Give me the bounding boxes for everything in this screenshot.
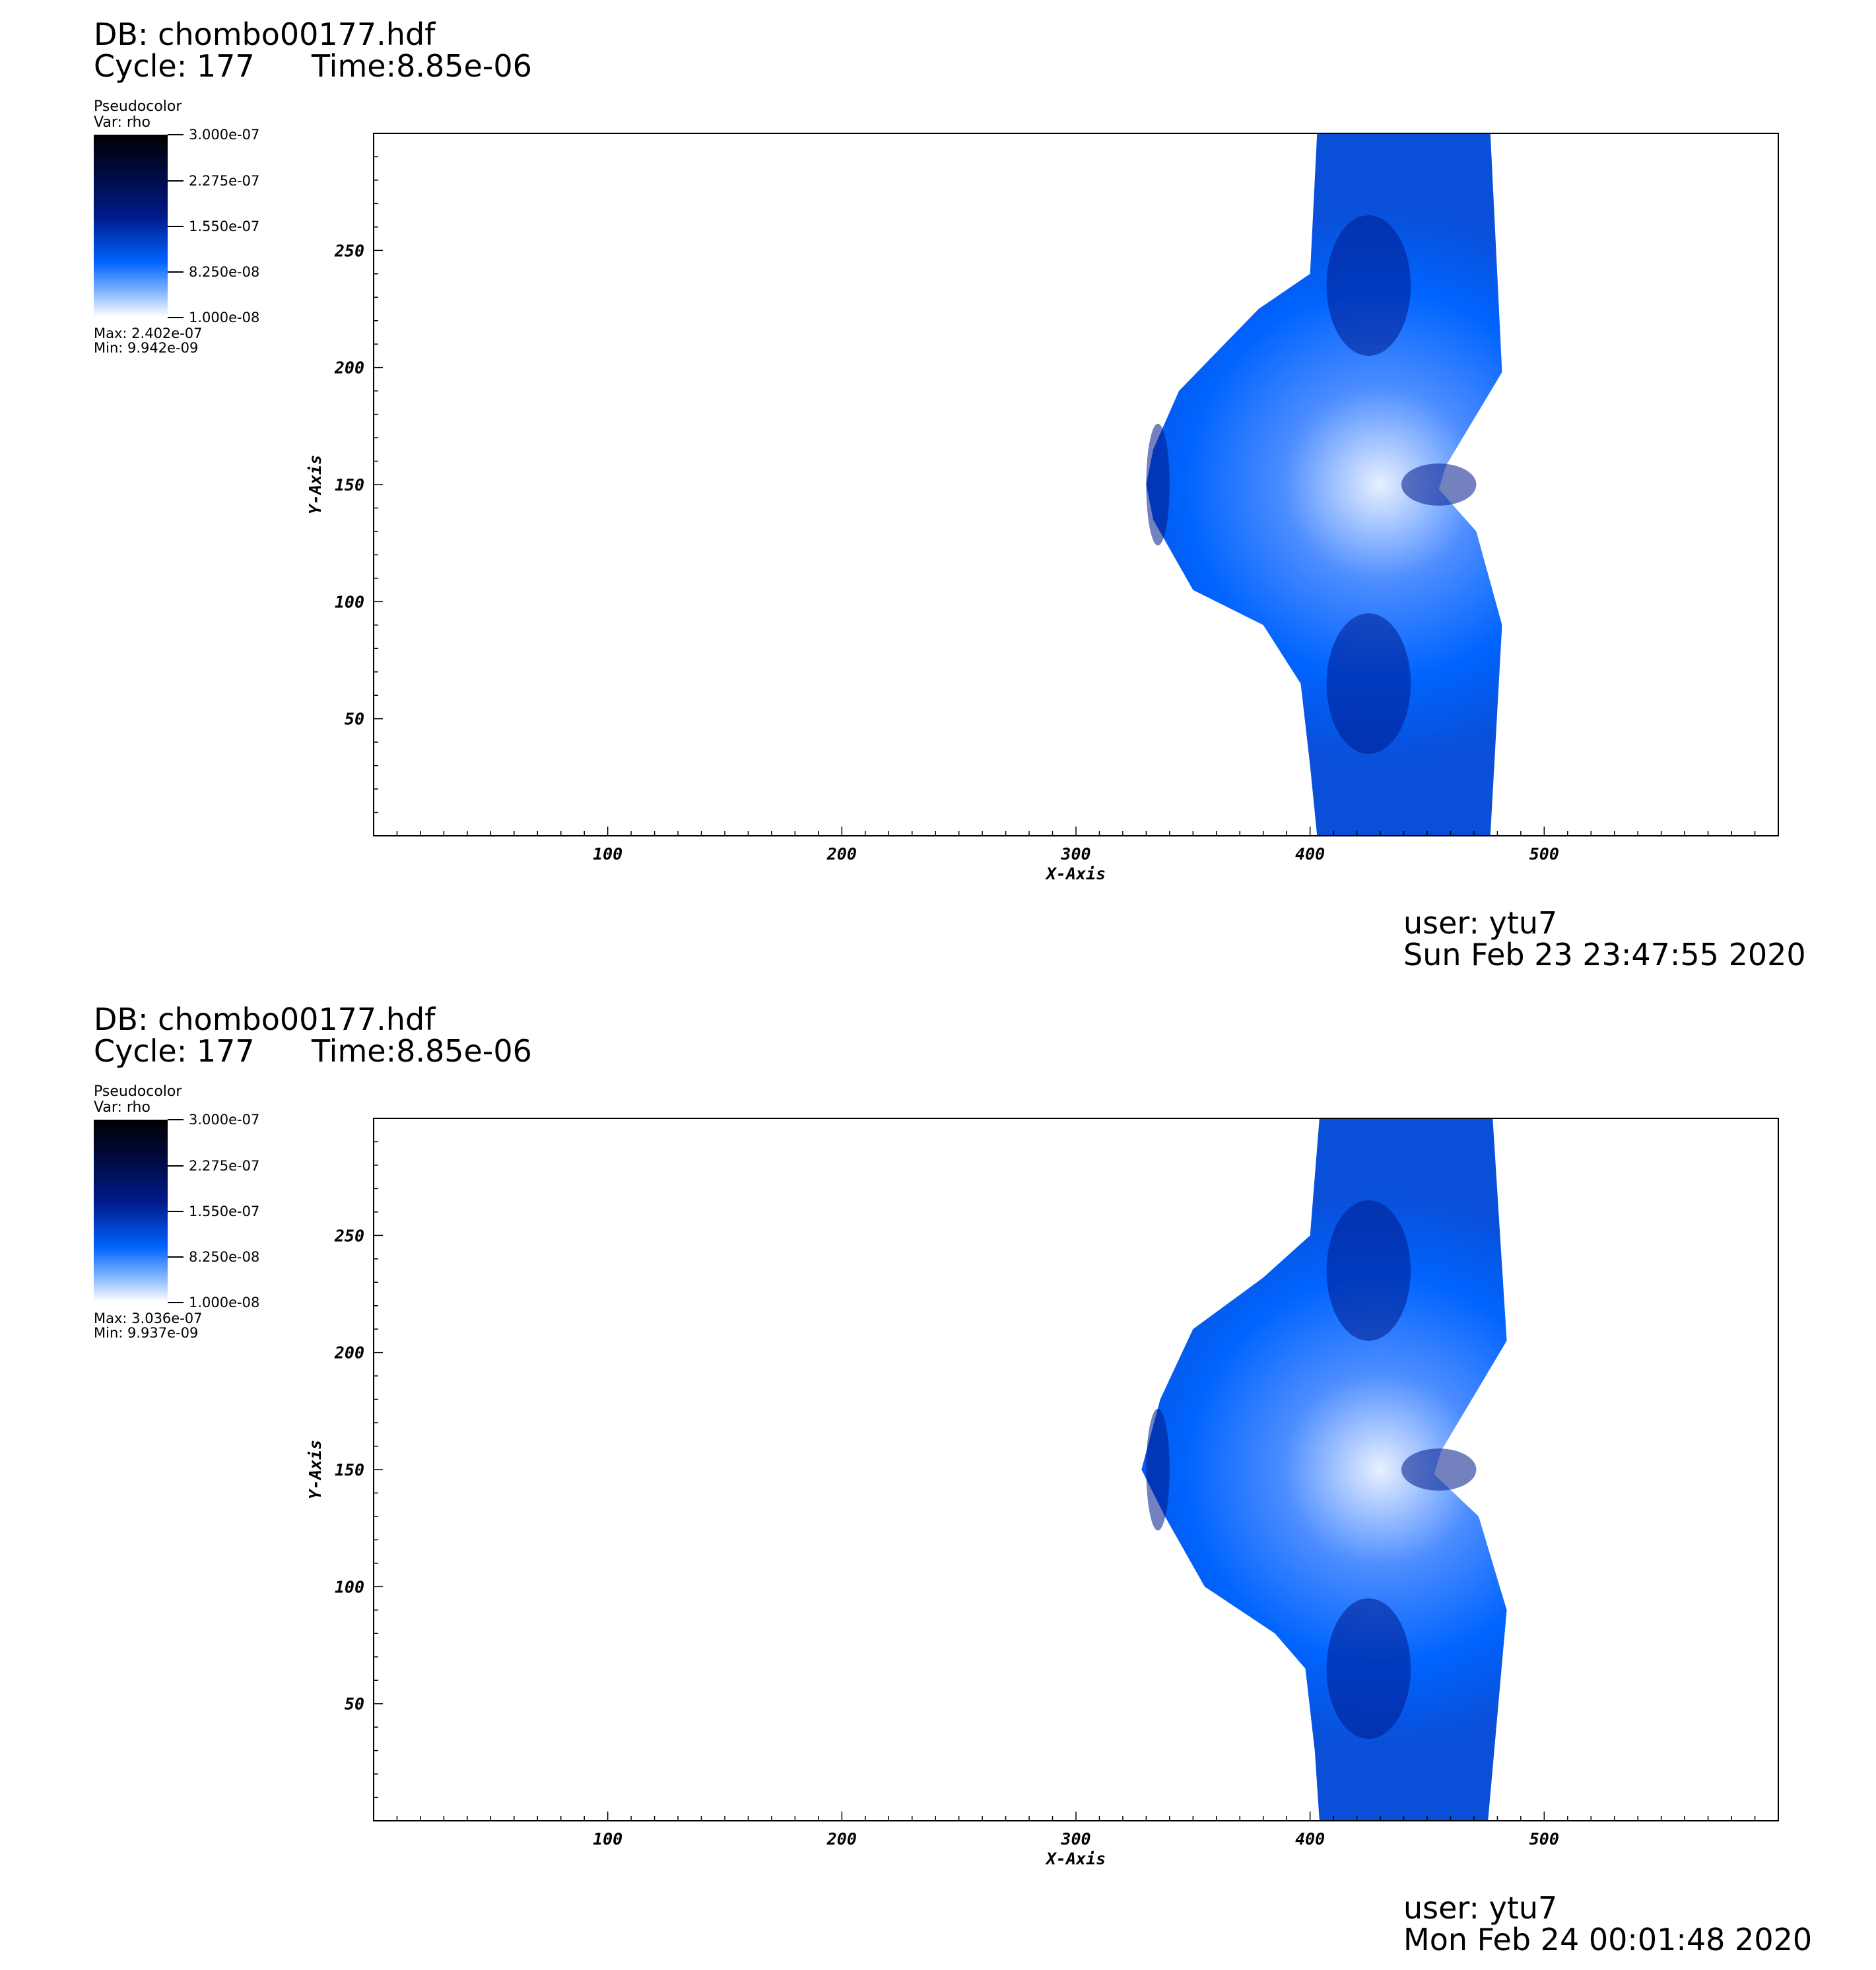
shock-feature	[1326, 1200, 1411, 1341]
x-tick-label: 400	[1295, 844, 1325, 864]
colorbar-tick-label: 3.000e-07	[189, 1112, 260, 1128]
x-tick-label: 300	[1060, 1829, 1090, 1849]
cycle-time-line: Cycle: 177 Time:8.85e-06	[94, 1033, 532, 1069]
colorbar-tick-label: 2.275e-07	[189, 173, 260, 189]
x-tick-label: 200	[826, 844, 857, 864]
x-tick-label: 300	[1060, 844, 1090, 864]
x-axis-title: X-Axis	[1045, 1849, 1106, 1868]
density-field	[1141, 1118, 1507, 1821]
colorbar-tick-mark	[168, 180, 184, 182]
y-tick-label: 250	[334, 1226, 364, 1245]
y-axis-title: Y-Axis	[306, 1440, 325, 1499]
colorbar-tick-mark	[168, 1302, 184, 1303]
shock-feature	[1401, 1448, 1477, 1491]
colorbar-tick-label: 1.000e-08	[189, 1295, 260, 1310]
colorbar-tick-mark	[168, 1211, 184, 1212]
colorbar-tick-label: 1.550e-07	[189, 1204, 260, 1219]
db-label: DB: chombo00177.hdf	[94, 1002, 436, 1037]
time-label: Time:8.85e-06	[312, 48, 532, 84]
date-label: Sun Feb 23 23:47:55 2020	[1403, 937, 1806, 972]
y-tick-label: 250	[334, 241, 364, 260]
x-tick-label: 500	[1529, 1829, 1559, 1849]
shock-feature	[1326, 1598, 1411, 1739]
shock-feature	[1401, 463, 1477, 506]
cycle-label: Cycle: 177	[94, 1033, 255, 1069]
colorbar-tick-mark	[168, 134, 184, 135]
plot-frame	[373, 133, 1779, 836]
colorbar-tick-mark	[168, 1256, 184, 1258]
colorbar-tick-mark	[168, 1119, 184, 1120]
x-axis-title: X-Axis	[1045, 864, 1106, 883]
colorbar-tick-label: 1.550e-07	[189, 219, 260, 234]
plot-area: 100 200 300 400 500 50 100 150 200 250 X-Axis Y-Axi…	[306, 133, 1779, 883]
y-axis-title: Y-Axis	[306, 455, 325, 514]
visit-plot-panel: DB: chombo00177.hdf Cycle: 177 Time:8.85…	[0, 985, 1876, 1970]
max-label: Max: 2.402e-07	[94, 325, 203, 341]
min-label: Min: 9.937e-09	[94, 1325, 199, 1341]
legend-title: Pseudocolor	[94, 1083, 182, 1100]
shock-feature	[1326, 613, 1411, 754]
x-tick-label: 100	[593, 844, 622, 864]
legend-var: Var: rho	[94, 114, 151, 131]
y-tick-label: 50	[345, 710, 364, 729]
cycle-label: Cycle: 177	[94, 48, 255, 84]
shock-feature	[1326, 215, 1411, 356]
y-tick-label: 200	[334, 1343, 364, 1363]
colorbar-tick-label: 1.000e-08	[189, 310, 260, 325]
x-tick-label: 500	[1529, 844, 1559, 864]
colorbar	[94, 1120, 168, 1302]
colorbar-tick-label: 8.250e-08	[189, 1249, 260, 1265]
time-label: Time:8.85e-06	[312, 1033, 532, 1069]
colorbar	[94, 135, 168, 317]
plot-frame	[373, 1118, 1779, 1821]
colorbar-tick-label: 3.000e-07	[189, 127, 260, 143]
x-tick-label: 100	[593, 1829, 622, 1849]
colorbar-tick-mark	[168, 317, 184, 318]
y-tick-label: 150	[335, 1460, 364, 1479]
cycle-time-line: Cycle: 177 Time:8.85e-06	[94, 48, 532, 84]
colorbar-tick-label: 2.275e-07	[189, 1158, 260, 1174]
legend-title: Pseudocolor	[94, 98, 182, 115]
density-field	[1146, 133, 1502, 836]
plot-area: 100 200 300 400 500 50 100 150 200 250 X-Axis Y-Axi…	[306, 1118, 1779, 1868]
colorbar-tick-mark	[168, 226, 184, 227]
y-tick-label: 100	[335, 1577, 364, 1596]
db-label: DB: chombo00177.hdf	[94, 17, 436, 52]
user-label: user: ytu7	[1403, 1890, 1558, 1926]
min-label: Min: 9.942e-09	[94, 340, 199, 356]
legend-var: Var: rho	[94, 1099, 151, 1116]
colorbar-tick-label: 8.250e-08	[189, 264, 260, 280]
x-tick-label: 200	[826, 1829, 857, 1849]
y-tick-label: 50	[345, 1695, 364, 1714]
x-tick-label: 400	[1295, 1829, 1325, 1849]
date-label: Mon Feb 24 00:01:48 2020	[1403, 1922, 1813, 1957]
visit-plot-panel: DB: chombo00177.hdf Cycle: 177 Time:8.85…	[94, 17, 1806, 972]
shock-feature	[1146, 1408, 1170, 1531]
y-tick-label: 150	[335, 475, 364, 494]
y-tick-label: 200	[334, 358, 364, 378]
y-tick-label: 100	[335, 592, 364, 611]
colorbar-tick-mark	[168, 271, 184, 273]
max-label: Max: 3.036e-07	[94, 1310, 203, 1326]
user-label: user: ytu7	[1403, 905, 1558, 941]
shock-feature	[1146, 423, 1170, 546]
colorbar-tick-mark	[168, 1165, 184, 1167]
